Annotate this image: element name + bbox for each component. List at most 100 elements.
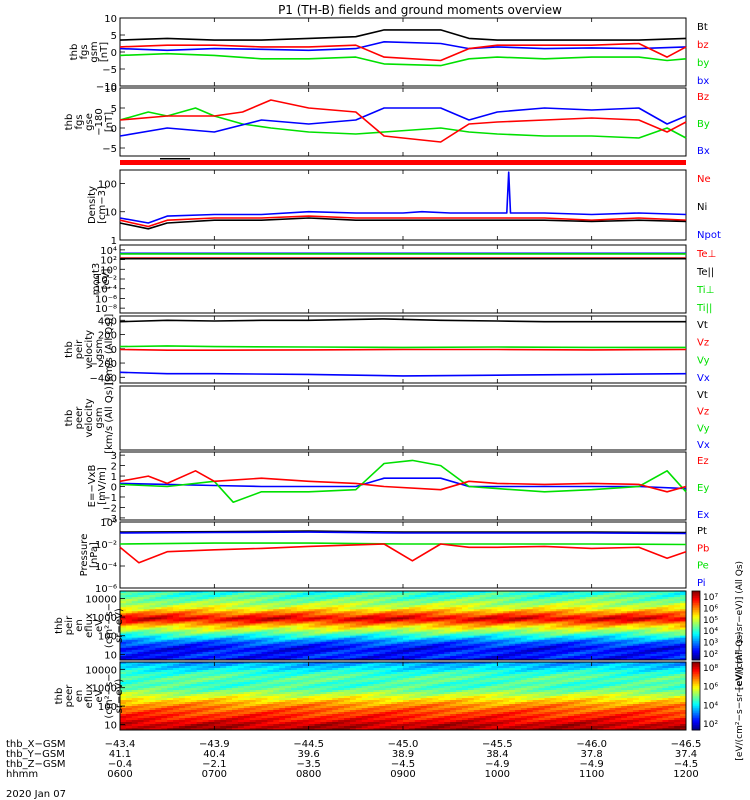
spectrogram-cell xyxy=(125,613,133,616)
spectrogram-cell xyxy=(550,670,557,673)
spectrogram-cell xyxy=(403,599,410,602)
spectrogram-cell xyxy=(178,662,186,665)
spectrogram-cell xyxy=(125,655,133,659)
spectrogram-cell xyxy=(285,643,292,647)
spectrogram-cell xyxy=(167,639,174,643)
spectrogram-cell xyxy=(638,641,646,645)
spectrogram-cell xyxy=(609,621,616,624)
spectrogram-cell xyxy=(597,635,604,639)
spectrogram-cell xyxy=(609,605,616,608)
spectrogram-cell xyxy=(267,591,274,594)
spectrogram-cell xyxy=(456,613,463,616)
spectrogram-cell xyxy=(597,643,604,647)
spectrogram-cell xyxy=(391,607,398,610)
spectrogram-cell xyxy=(656,605,663,608)
spectrogram-cell xyxy=(279,619,286,622)
spectrogram-cell xyxy=(202,678,209,681)
spectrogram-cell xyxy=(202,603,209,606)
spectrogram-cell xyxy=(644,595,652,598)
spectrogram-cell xyxy=(532,674,540,677)
spectrogram-cell xyxy=(438,653,445,657)
spectrogram-cell xyxy=(255,651,262,655)
spectrogram-cell xyxy=(644,627,652,630)
spectrogram-cell xyxy=(249,639,257,643)
spectrogram-cell xyxy=(379,617,386,620)
spectrogram-cell xyxy=(214,633,221,637)
spectrogram-cell xyxy=(143,637,150,641)
spectrogram-cell xyxy=(344,643,351,647)
spectrogram-cell xyxy=(273,682,280,685)
spectrogram-cell xyxy=(149,597,156,600)
spectrogram-cell xyxy=(355,605,363,608)
spectrogram-cell xyxy=(237,631,245,635)
spectrogram-cell xyxy=(184,635,192,639)
spectrogram-cell xyxy=(497,674,504,677)
spectrogram-cell xyxy=(202,605,209,608)
spectrogram-cell xyxy=(232,657,239,661)
spectrogram-cell xyxy=(467,633,475,637)
spectrogram-cell xyxy=(456,668,463,671)
spectrogram-cell xyxy=(426,629,433,632)
spectrogram-cell xyxy=(627,674,634,677)
spectrogram-cell xyxy=(314,684,321,687)
spectrogram-cell xyxy=(120,591,127,594)
spectrogram-cell xyxy=(338,643,345,647)
spectrogram-cell xyxy=(644,686,652,689)
spectrogram-cell xyxy=(279,668,286,671)
spectrogram-cell xyxy=(326,613,333,616)
colorbar-cell xyxy=(692,656,700,659)
legend-entry: bz xyxy=(697,40,709,51)
y-tick-label: 1 xyxy=(111,472,117,483)
spectrogram-cell xyxy=(232,635,239,639)
spectrogram-cell xyxy=(503,609,510,612)
spectrogram-cell xyxy=(579,593,587,596)
spectrogram-cell xyxy=(373,643,380,647)
spectrogram-cell xyxy=(385,647,392,651)
spectrogram-cell xyxy=(326,611,333,614)
spectrogram-cell xyxy=(609,613,616,616)
spectrogram-cell xyxy=(178,676,186,679)
spectrogram-cell xyxy=(397,639,404,643)
spectrogram-cell xyxy=(656,664,663,667)
spectrogram-cell xyxy=(296,591,304,594)
spectrogram-cell xyxy=(579,676,587,679)
spectrogram-cell xyxy=(444,615,451,618)
spectrogram-cell xyxy=(408,615,416,618)
spectrogram-cell xyxy=(137,682,144,685)
spectrogram-cell xyxy=(167,653,174,657)
spectrogram-cell xyxy=(450,647,457,651)
spectrogram-cell xyxy=(285,670,292,673)
spectrogram-cell xyxy=(226,637,233,641)
spectrogram-cell xyxy=(544,605,551,608)
spectrogram-cell xyxy=(432,647,439,651)
spectrogram-cell xyxy=(668,688,675,691)
spectrogram-cell xyxy=(273,678,280,681)
spectrogram-cell xyxy=(349,599,357,602)
spectrogram-cell xyxy=(361,593,369,596)
spectrogram-cell xyxy=(414,607,422,610)
spectrogram-cell xyxy=(479,688,486,691)
spectrogram-cell xyxy=(167,643,174,647)
spectrogram-cell xyxy=(509,625,516,628)
y-axis-label-line: peir xyxy=(74,339,85,359)
spectrogram-cell xyxy=(632,591,640,594)
spectrogram-cell xyxy=(232,641,239,645)
spectrogram-cell xyxy=(562,657,569,661)
spectrogram-cell xyxy=(432,607,439,610)
spectrogram-cell xyxy=(438,655,445,659)
spectrogram-cells xyxy=(120,591,687,661)
spectrogram-cell xyxy=(662,682,669,685)
spectrogram-cell xyxy=(408,674,416,677)
spectrogram-cell xyxy=(320,607,327,610)
spectrogram-cell xyxy=(491,670,498,673)
spectrogram-cell xyxy=(485,643,492,647)
spectrogram-cell xyxy=(391,649,398,653)
spectrogram-cell xyxy=(414,641,422,645)
spectrogram-cell xyxy=(361,670,369,673)
spectrogram-cell xyxy=(562,649,569,653)
spectrogram-cell xyxy=(485,593,492,596)
spectrogram-cell xyxy=(332,676,339,679)
spectrogram-cell xyxy=(226,605,233,608)
spectrogram-cell xyxy=(668,595,675,598)
spectrogram-cell xyxy=(173,668,180,671)
